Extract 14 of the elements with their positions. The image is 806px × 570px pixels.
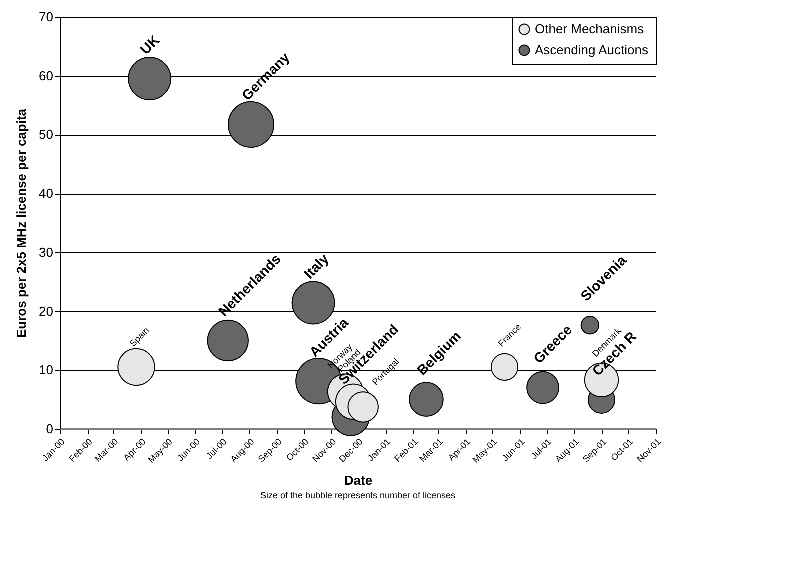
x-axis-title: Date [344,473,373,488]
y-tick-label: 40 [39,186,54,202]
y-tick-label: 30 [39,244,54,260]
y-tick-label: 20 [39,304,54,319]
data-label: UK [137,32,163,58]
legend-label: Ascending Auctions [535,42,649,58]
y-tick-label: 70 [39,10,54,24]
y-tick-label: 0 [46,422,54,436]
y-tick-label: 60 [39,68,54,84]
legend-label: Other Mechanisms [535,22,645,36]
y-axis-title: Euros per 2x5 MHz license per capita [14,108,30,338]
y-tick-label: 50 [39,127,54,142]
y-tick-label: 10 [39,362,54,378]
text: Size of the bubble represents number of licenses [260,490,456,501]
